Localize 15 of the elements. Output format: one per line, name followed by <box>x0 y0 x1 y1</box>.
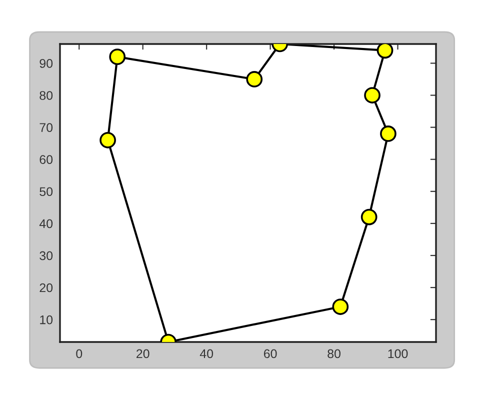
x-tick-label: 60 <box>264 349 277 358</box>
y-tick-label: 60 <box>40 155 53 164</box>
y-tick-label: 80 <box>40 91 53 100</box>
x-tick-label: 80 <box>328 349 340 358</box>
y-tick-label: 20 <box>40 283 53 292</box>
x-tick-label: 40 <box>200 349 214 358</box>
y-tick-label: 10 <box>40 315 53 324</box>
y-tick-label: 90 <box>40 59 53 68</box>
x-tick-label: 100 <box>388 349 408 358</box>
y-tick-label: 30 <box>40 251 53 260</box>
x-tick-label: 0 <box>76 349 82 358</box>
y-tick-label: 40 <box>39 219 53 228</box>
y-tick-label: 70 <box>40 123 53 132</box>
y-tick-label: 50 <box>40 187 53 196</box>
x-tick-label: 20 <box>136 349 150 358</box>
